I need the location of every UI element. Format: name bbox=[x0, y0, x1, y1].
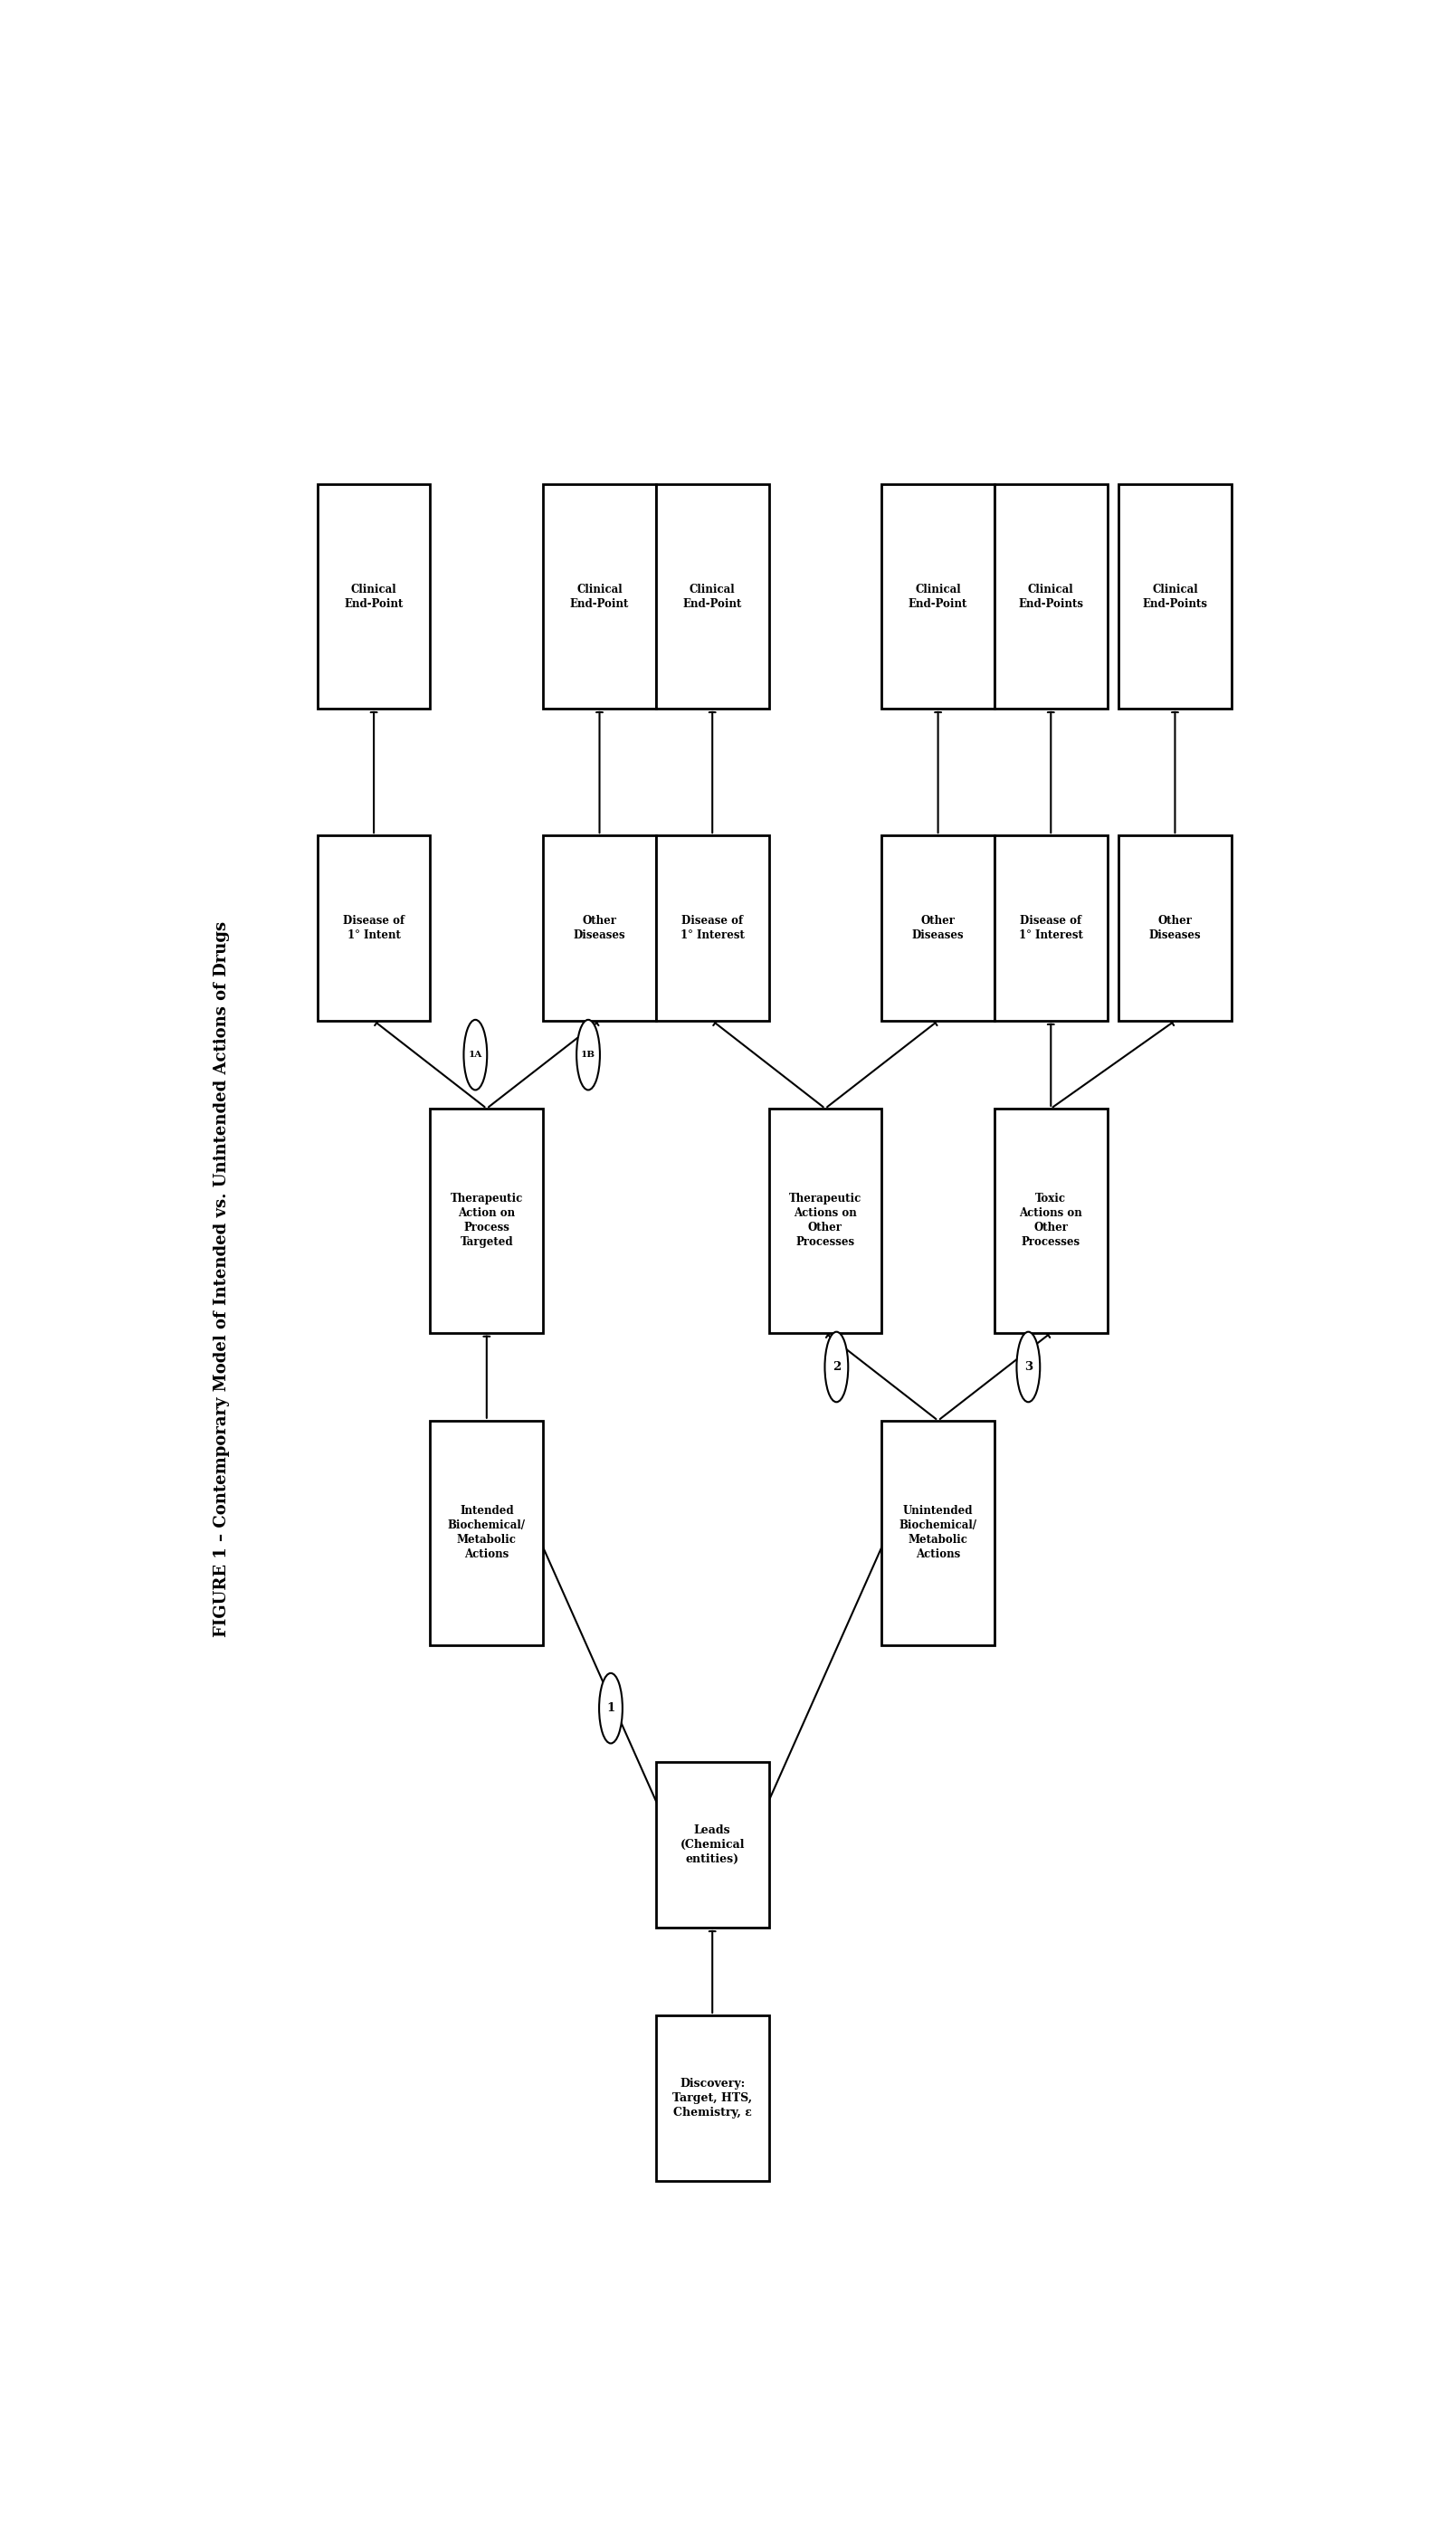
Text: Leads
(Chemical
entities): Leads (Chemical entities) bbox=[680, 1824, 744, 1864]
Text: Therapeutic
Action on
Process
Targeted: Therapeutic Action on Process Targeted bbox=[450, 1193, 523, 1249]
Text: Unintended
Biochemical/
Metabolic
Actions: Unintended Biochemical/ Metabolic Action… bbox=[900, 1505, 977, 1560]
FancyBboxPatch shape bbox=[882, 1421, 994, 1644]
Text: Clinical
End-Points: Clinical End-Points bbox=[1018, 583, 1083, 610]
Ellipse shape bbox=[1016, 1332, 1040, 1403]
Text: Clinical
End-Points: Clinical End-Points bbox=[1143, 583, 1207, 610]
FancyBboxPatch shape bbox=[431, 1421, 543, 1644]
FancyBboxPatch shape bbox=[543, 484, 657, 709]
Text: Clinical
End-Point: Clinical End-Point bbox=[569, 583, 629, 610]
FancyBboxPatch shape bbox=[655, 2016, 769, 2181]
FancyBboxPatch shape bbox=[655, 484, 769, 709]
Ellipse shape bbox=[577, 1021, 600, 1089]
Ellipse shape bbox=[598, 1674, 623, 1743]
Text: 1B: 1B bbox=[581, 1051, 596, 1059]
Text: Disease of
1° Intent: Disease of 1° Intent bbox=[344, 914, 405, 942]
Text: Other
Diseases: Other Diseases bbox=[574, 914, 626, 942]
FancyBboxPatch shape bbox=[431, 1109, 543, 1332]
FancyBboxPatch shape bbox=[543, 836, 657, 1021]
Text: Intended
Biochemical/
Metabolic
Actions: Intended Biochemical/ Metabolic Actions bbox=[448, 1505, 526, 1560]
Text: Clinical
End-Point: Clinical End-Point bbox=[909, 583, 968, 610]
Text: 1: 1 bbox=[607, 1702, 614, 1715]
Text: 1A: 1A bbox=[469, 1051, 482, 1059]
Text: Disease of
1° Interest: Disease of 1° Interest bbox=[1019, 914, 1083, 942]
Text: Other
Diseases: Other Diseases bbox=[1149, 914, 1201, 942]
Text: Other
Diseases: Other Diseases bbox=[911, 914, 964, 942]
FancyBboxPatch shape bbox=[1118, 484, 1232, 709]
Text: Toxic
Actions on
Other
Processes: Toxic Actions on Other Processes bbox=[1019, 1193, 1082, 1249]
FancyBboxPatch shape bbox=[994, 836, 1108, 1021]
FancyBboxPatch shape bbox=[769, 1109, 881, 1332]
FancyBboxPatch shape bbox=[317, 484, 431, 709]
Text: Therapeutic
Actions on
Other
Processes: Therapeutic Actions on Other Processes bbox=[789, 1193, 862, 1249]
Text: FIGURE 1 – Contemporary Model of Intended vs. Unintended Actions of Drugs: FIGURE 1 – Contemporary Model of Intende… bbox=[214, 922, 230, 1636]
Text: 3: 3 bbox=[1024, 1360, 1032, 1373]
FancyBboxPatch shape bbox=[994, 484, 1108, 709]
Text: Clinical
End-Point: Clinical End-Point bbox=[683, 583, 743, 610]
FancyBboxPatch shape bbox=[882, 836, 994, 1021]
FancyBboxPatch shape bbox=[882, 484, 994, 709]
Text: Clinical
End-Point: Clinical End-Point bbox=[344, 583, 403, 610]
Ellipse shape bbox=[463, 1021, 488, 1089]
FancyBboxPatch shape bbox=[994, 1109, 1108, 1332]
FancyBboxPatch shape bbox=[655, 836, 769, 1021]
FancyBboxPatch shape bbox=[317, 836, 431, 1021]
Text: 2: 2 bbox=[833, 1360, 840, 1373]
Text: Discovery:
Target, HTS,
Chemistry, ε: Discovery: Target, HTS, Chemistry, ε bbox=[673, 2077, 753, 2118]
FancyBboxPatch shape bbox=[655, 1763, 769, 1928]
Ellipse shape bbox=[824, 1332, 849, 1403]
Text: Disease of
1° Interest: Disease of 1° Interest bbox=[680, 914, 744, 942]
FancyBboxPatch shape bbox=[1118, 836, 1232, 1021]
